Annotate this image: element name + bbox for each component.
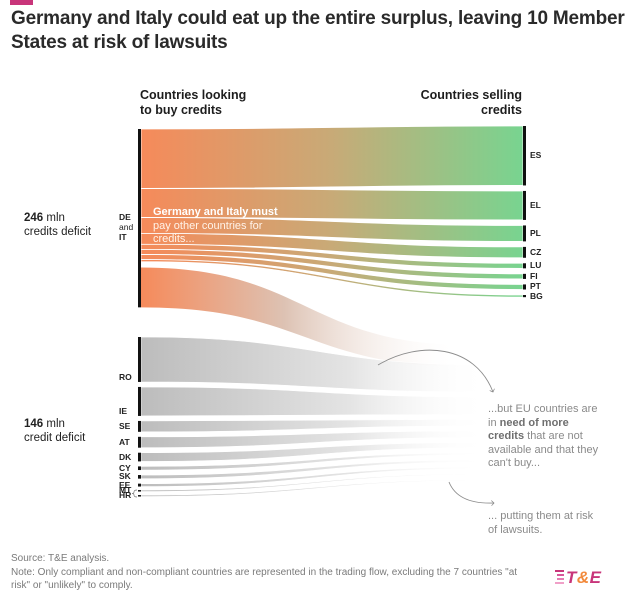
logo-stripes-icon (555, 570, 564, 584)
buyer-code-de: DE (119, 212, 131, 222)
upper-deficit-label: 246 mln credits deficit (24, 211, 91, 239)
buyer-code-it: IT (119, 232, 127, 242)
flow-dk-unmet (140, 442, 491, 462)
upper-deficit-unit: mln (46, 212, 65, 224)
node-bar-el (523, 190, 526, 220)
annotation-1-post: that are not available and that they can… (488, 430, 599, 469)
node-bar-sk (138, 475, 141, 479)
flow-se-unmet (140, 419, 491, 433)
unmet-flow (141, 267, 470, 367)
te-logo: T&E (566, 568, 602, 588)
flow-de-it-to-es (140, 125, 524, 189)
annotation-1-pre: ...but EU countries are in (488, 403, 598, 429)
node-bar-ro (138, 337, 141, 382)
lower-deficit-value: 146 (24, 418, 44, 430)
methodology-note: Note: Only compliant and non-compliant c… (11, 566, 518, 592)
node-bar-bg (523, 295, 526, 298)
deficit-label-mt: MT (119, 485, 132, 496)
seller-label-bg: BG (530, 290, 543, 301)
node-bar-pl (523, 225, 526, 242)
seller-label-cz: CZ (530, 246, 542, 257)
logo-t: T (566, 568, 577, 587)
flow-at-unmet (140, 430, 491, 449)
deficit-label-ro: RO (119, 371, 132, 382)
flow-ee-unmet (140, 466, 491, 487)
flow-mt-unmet (140, 473, 491, 492)
annotation-1-bold: need of more credits (488, 416, 569, 443)
deficit-label-ie: IE (119, 405, 128, 416)
lower-deficit-text: credit deficit (24, 432, 86, 444)
node-bar-cy (138, 466, 141, 471)
inflow-note: Germany and Italy must pay other countri… (153, 206, 303, 247)
flow-cy-unmet (140, 452, 491, 471)
deficit-label-se: SE (119, 420, 131, 431)
node-bar-lu (523, 263, 526, 269)
upper-deficit-value: 246 (24, 212, 44, 224)
node-bar-mt (138, 490, 141, 492)
buyer-label-de-it: DE and IT (119, 212, 133, 242)
buyer-and: and (119, 222, 134, 232)
node-bar-dk (138, 452, 141, 462)
annotation-need-credits: ...but EU countries are in need of more … (488, 403, 603, 471)
deficit-label-ee: EE (119, 479, 131, 490)
flow-de-it-unmet (141, 267, 470, 367)
seller-label-pl: PL (530, 227, 541, 238)
source-note: Source: T&E analysis. (11, 553, 110, 564)
annotation-arrow-2 (448, 481, 494, 503)
node-bar-se (138, 420, 141, 432)
node-bar-hr (138, 495, 141, 497)
node-bar-de-it (138, 129, 141, 308)
flow-sk-unmet (140, 459, 491, 479)
chart-title: Germany and Italy could eat up the entir… (11, 8, 625, 53)
logo-e: E (589, 568, 602, 587)
sellers-column-heading: Countries selling credits (420, 88, 522, 117)
lower-deficit-unit: mln (46, 418, 65, 430)
node-bar-pt (523, 284, 526, 290)
brand-accent-bar (10, 0, 33, 5)
flow-hr-unmet (140, 479, 491, 497)
deficit-label-dk: DK (119, 451, 132, 462)
upper-deficit-text: credits deficit (24, 226, 92, 238)
deficit-label-hr: HR (119, 490, 132, 501)
lower-flows (140, 336, 491, 497)
deficit-label-sk: SK (119, 471, 131, 482)
seller-label-pt: PT (530, 281, 541, 292)
lower-deficit-label: 146 mln credit deficit (24, 417, 85, 445)
flow-ie-unmet (140, 386, 491, 417)
node-bar-at (138, 436, 141, 448)
node-bar-fi (523, 273, 526, 279)
seller-label-el: EL (530, 199, 541, 210)
node-bar-ee (138, 483, 141, 487)
buyers-column-heading: Countries looking to buy credits (140, 88, 247, 117)
node-bar-es (523, 126, 526, 186)
annotation-lawsuits: ... putting them at risk of lawsuits. (488, 510, 594, 536)
annotation-arrow-1 (377, 349, 493, 392)
logo-amp: & (576, 568, 590, 587)
deficit-label-cy: CY (119, 462, 131, 473)
flow-ro-unmet (140, 336, 491, 393)
node-bar-ie (138, 386, 141, 416)
seller-label-fi: FI (530, 270, 538, 281)
node-bar-cz (523, 246, 526, 258)
inflow-note-rest: pay other countries for credits... (153, 219, 263, 246)
deficit-label-at: AT (119, 436, 130, 447)
inflow-note-bold: Germany and Italy must (153, 206, 278, 218)
seller-label-lu: LU (530, 260, 542, 271)
footer: Source: T&E analysis. Note: Only complia… (11, 552, 531, 593)
mt-hr-bracket (131, 489, 138, 498)
node-bars (138, 126, 526, 497)
seller-label-es: ES (530, 150, 542, 161)
